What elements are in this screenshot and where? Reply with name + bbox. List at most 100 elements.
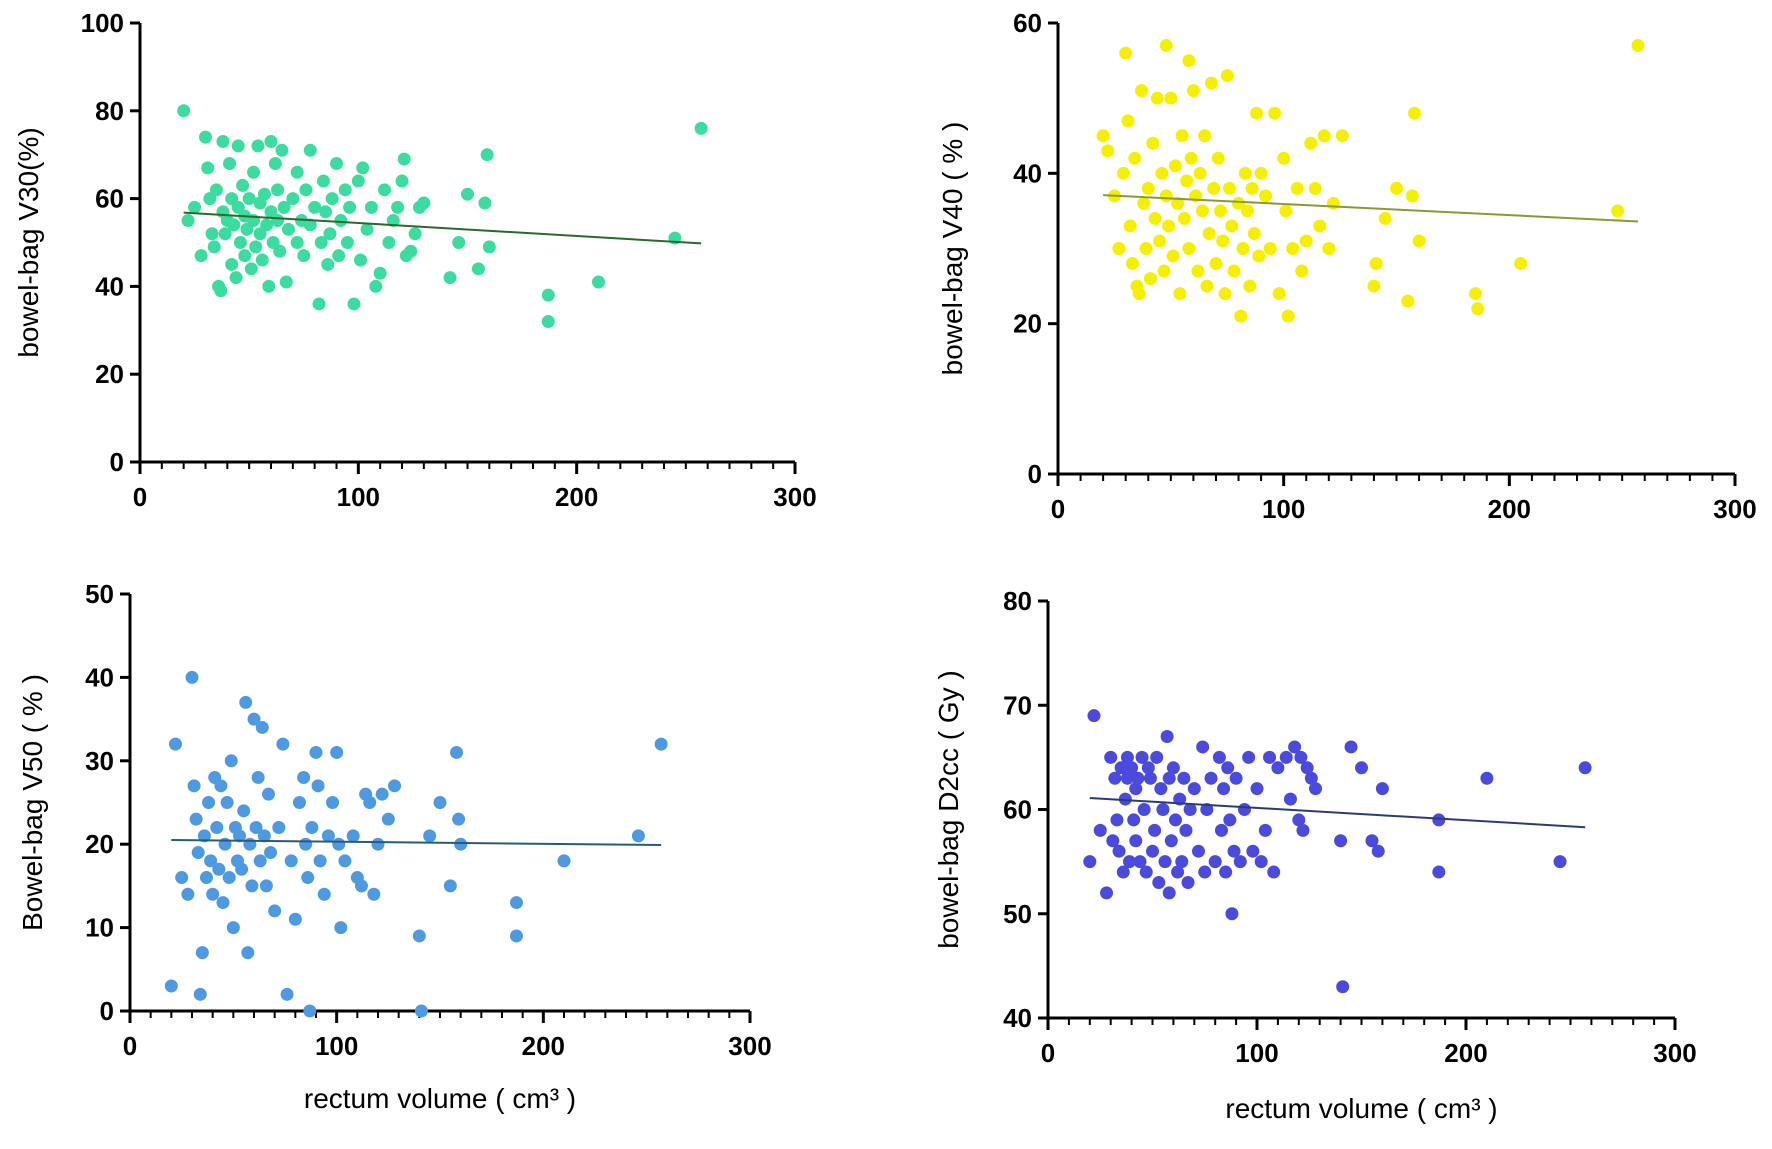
scatter-point [1263,242,1277,255]
y-tick-label: 70 [1003,690,1032,720]
y-tick-label: 40 [95,271,124,301]
scatter-point [1131,771,1145,785]
scatter-point [199,130,212,144]
scatter-point [187,779,201,793]
scatter-point [1334,834,1348,848]
scatter-point [412,929,426,943]
scatter-point [367,887,381,901]
scatter-point [261,787,275,801]
scatter-point [397,152,411,166]
scatter-point [1146,844,1159,858]
y-tick-label: 60 [1003,795,1032,825]
y-tick-label: 100 [81,8,124,38]
scatter-point [297,770,311,784]
scatter-point [194,249,208,263]
scatter-point [1225,907,1239,921]
scatter-point [1304,771,1318,785]
scatter-point [1132,287,1146,301]
scatter-point [244,262,258,276]
scatter-point [1162,219,1176,233]
scatter-point [224,754,238,768]
scatter-point [264,846,278,860]
x-tick-label: 200 [1444,1038,1487,1068]
scatter-point [207,240,221,254]
scatter-point [1207,181,1221,195]
x-tick-label: 0 [1051,494,1065,524]
scatter-point [1233,855,1247,869]
scatter-point [205,227,219,241]
scatter-point [284,854,298,868]
x-tick-label: 100 [1235,1038,1278,1068]
scatter-point [1208,855,1222,869]
scatter-point [212,862,226,876]
scatter-point [245,879,259,893]
scatter-point [197,829,211,843]
scatter-point [1171,865,1185,879]
scatter-point [1299,234,1313,248]
scatter-point [303,143,317,157]
scatter-point [281,222,295,236]
scatter-point [541,288,555,302]
scatter-point [334,921,348,935]
scatter-point [1468,287,1482,301]
scatter-point [378,183,392,197]
scatter-point [1200,279,1214,293]
scatter-point [1267,865,1281,879]
y-tick-label: 40 [1013,158,1042,188]
scatter-point [247,712,261,726]
scatter-point [185,670,199,684]
scatter-point [316,174,330,188]
scatter-point [1294,750,1308,764]
scatter-point [1153,234,1167,248]
scatter-point [1252,249,1266,263]
scatter-point [334,214,348,228]
y-tick-label: 10 [85,913,114,943]
scatter-point [1401,294,1415,308]
scatter-point [1139,865,1153,879]
scatter-point [1159,39,1173,53]
scatter-point [1412,234,1426,248]
y-tick-label: 80 [95,96,124,126]
scatter-point [1177,771,1191,785]
scatter-point [1083,855,1097,869]
scatter-point [264,135,278,149]
scatter-point [1223,813,1237,827]
scatter-point [279,275,293,289]
scatter-point [1184,151,1198,165]
scatter-point [1186,84,1200,98]
scatter-point [1123,219,1137,233]
scatter-point [1159,189,1173,203]
y-tick-label: 80 [1003,586,1032,616]
scatter-point [1365,834,1379,848]
scatter-point [260,218,274,232]
scatter-point [1120,750,1134,764]
scatter-point [1237,803,1251,816]
scatter-point [313,854,327,868]
scatter-point [288,912,302,926]
scatter-point [375,787,389,801]
scatter-point [1254,166,1268,180]
scatter-point [1296,823,1310,837]
scatter-point [225,257,239,271]
scatter-point [386,214,400,228]
scatter-point [371,837,385,851]
scatter-point [303,1004,317,1018]
x-tick-label: 100 [1262,494,1305,524]
x-tick-label: 200 [1488,494,1531,524]
scatter-point [1198,865,1212,879]
scatter-point [268,904,282,918]
scatter-point [189,812,203,826]
scatter-point [1164,834,1178,848]
scatter-point [181,214,195,228]
scatter-point [251,139,265,153]
scatter-point [1156,803,1170,816]
scatter-point [1127,813,1141,827]
scatter-point [443,271,457,285]
scatter-point [209,183,223,197]
scatter-point [1128,151,1142,165]
scatter-point [1272,287,1286,301]
scatter-point [1212,750,1226,764]
scatter-point [1195,204,1209,218]
scatter-point [1216,234,1230,248]
scatter-point [273,244,287,258]
